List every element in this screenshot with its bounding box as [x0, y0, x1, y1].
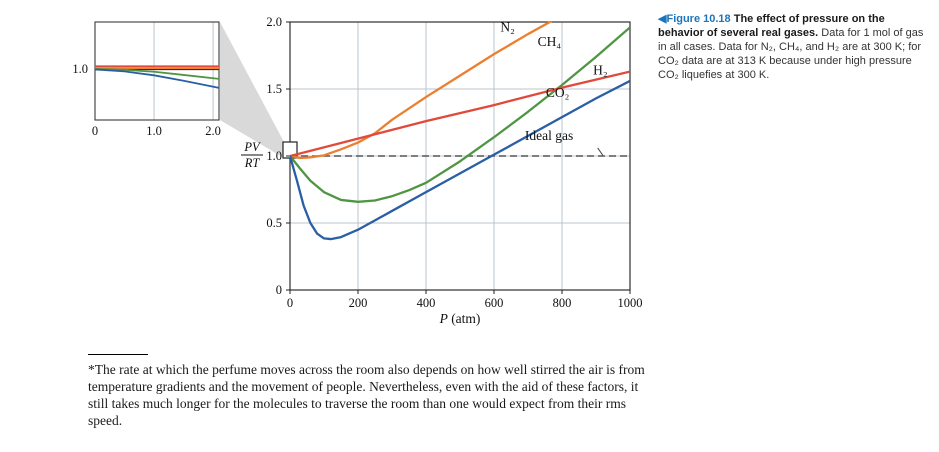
- x-tick-label: 400: [417, 296, 436, 310]
- curve-label-CH₄: CH₄: [538, 34, 562, 49]
- figure-caption-body: Data for 1 mol of gas in all cases. Data…: [658, 27, 924, 82]
- zoom-cone: [220, 22, 284, 158]
- figure-caption: ◀Figure 10.18 The effect of pressure on …: [658, 12, 926, 82]
- footnote-text: *The rate at which the perfume moves acr…: [88, 362, 645, 428]
- footnote-rule: [88, 354, 148, 355]
- curve-label-Ideal gas: Ideal gas: [525, 128, 573, 143]
- inset-x-tick-label: 2.0: [205, 124, 221, 138]
- y-tick-label: 1.0: [266, 149, 282, 163]
- y-tick-label: 1.5: [266, 82, 282, 96]
- label-leader: [597, 147, 604, 156]
- figure-caption-bold: The effect of pressure on the behavior o…: [658, 13, 885, 40]
- curve-label-H₂: H₂: [593, 62, 607, 77]
- inset-chart: 0 1.0 2.0 1.0: [72, 21, 221, 138]
- curve-CO₂: [290, 79, 630, 241]
- inset-x-tick-label: 1.0: [146, 124, 162, 138]
- y-axis-label-denominator: RT: [244, 156, 261, 170]
- y-tick-label: 0.5: [266, 216, 282, 230]
- x-tick-label: 800: [553, 296, 572, 310]
- x-tick-label: 1000: [618, 296, 643, 310]
- figure-number: Figure 10.18: [666, 13, 731, 25]
- inset-curve-CO₂: [94, 68, 220, 89]
- y-tick-label: 0: [276, 283, 282, 297]
- inset-frame: [94, 21, 220, 121]
- main-chart: N₂ CH₄ H₂ CO₂ Ideal gas 0 200 400 600 800 1000 0 0.5…: [241, 15, 643, 326]
- curve-H₂: [290, 70, 630, 158]
- gas-pv-rt-chart: 0 1.0 2.0 1.0 N₂ CH₄ H₂ CO₂ Ideal gas 0 200 400 600 8…: [72, 15, 643, 326]
- curve-label-N₂: N₂: [500, 19, 514, 34]
- inset-y-tick-label: 1.0: [72, 62, 88, 76]
- y-axis-label-numerator: PV: [243, 140, 261, 154]
- caption-arrow-icon: ◀: [658, 13, 667, 25]
- inset-x-tick-label: 0: [92, 124, 98, 138]
- inset-curve-CH₄: [94, 68, 220, 80]
- footnote: *The rate at which the perfume moves acr…: [88, 354, 648, 430]
- curve-label-CO₂: CO₂: [546, 85, 569, 100]
- figure-caption-label: ◀Figure 10.18: [658, 13, 731, 25]
- curve-CH₄: [290, 26, 630, 203]
- x-axis-label: P (atm): [439, 311, 481, 326]
- x-tick-label: 0: [287, 296, 293, 310]
- x-tick-label: 200: [349, 296, 368, 310]
- y-tick-label: 2.0: [266, 15, 282, 29]
- curves: [290, 21, 630, 241]
- x-tick-label: 600: [485, 296, 504, 310]
